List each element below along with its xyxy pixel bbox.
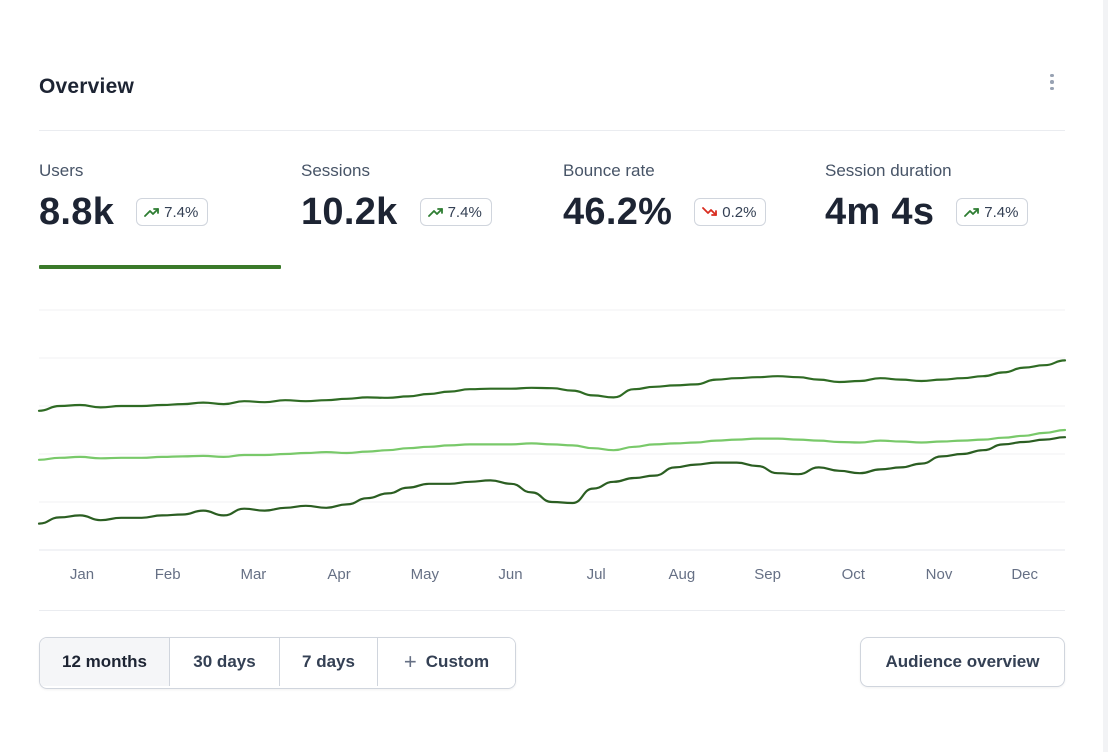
metric-label: Users — [39, 161, 84, 180]
chart-footer-divider — [39, 610, 1065, 611]
kebab-dot — [1050, 86, 1054, 91]
x-tick-label: Apr — [327, 566, 350, 583]
x-tick-label: Dec — [1011, 566, 1038, 583]
kebab-dot — [1050, 80, 1054, 84]
range-label: 12 months — [61, 652, 148, 671]
x-tick-label: Sep — [754, 566, 781, 583]
metric-label: Bounce rate — [563, 161, 655, 180]
trend-down-icon — [702, 207, 718, 216]
kebab-dot — [1050, 73, 1054, 78]
audience-button-label: Audience overview — [885, 652, 1040, 671]
metric-value: 46.2% — [563, 191, 673, 233]
x-tick-label: Feb — [155, 566, 181, 583]
metric-value: 10.2k — [301, 191, 398, 233]
metric-label: Session duration — [825, 161, 952, 180]
scroll-gutter — [1103, 0, 1108, 752]
x-tick-label: Jun — [498, 566, 522, 583]
x-tick-label: Oct — [842, 566, 866, 583]
x-tick-label: Nov — [926, 566, 953, 583]
range-label: 30 days — [193, 652, 256, 671]
metric-tab-sessions[interactable]: Sessions 10.2k 7.4% — [301, 158, 541, 232]
metric-label: Sessions — [301, 161, 370, 180]
change-badge: 0.2% — [694, 198, 767, 226]
range-label: Custom — [425, 652, 490, 671]
chart-grid — [39, 309, 1065, 551]
change-value: 7.4% — [984, 203, 1019, 221]
trend-up-icon — [144, 208, 160, 217]
audience-overview-button[interactable]: Audience overview — [860, 637, 1065, 687]
header-divider — [39, 130, 1065, 131]
change-value: 7.4% — [447, 203, 482, 221]
date-range-selector: 12 months 30 days 7 days + Custom — [39, 637, 516, 689]
metric-tab-users[interactable]: Users 8.8k 7.4% — [39, 158, 279, 232]
x-tick-label: May — [411, 566, 440, 583]
trend-up-icon — [427, 208, 443, 217]
change-badge: 7.4% — [419, 198, 492, 226]
range-7-days-button[interactable]: 7 days — [280, 638, 378, 686]
change-value: 7.4% — [164, 203, 199, 221]
metric-tab-session-duration[interactable]: Session duration 4m 4s 7.4% — [825, 158, 1065, 232]
plus-icon: + — [403, 649, 417, 674]
change-value: 0.2% — [722, 203, 757, 221]
series-line-1 — [37, 359, 1067, 412]
metric-value: 4m 4s — [825, 191, 935, 233]
series-line-3 — [37, 436, 1067, 525]
range-label: 7 days — [302, 652, 355, 671]
chart-series — [37, 359, 1067, 525]
x-axis-labels: Jan Feb Mar Apr May Jun Jul Aug Sep Oct Nov Dec — [70, 566, 1039, 583]
active-tab-indicator — [39, 265, 281, 269]
change-badge: 7.4% — [136, 198, 209, 226]
more-vertical-icon[interactable] — [1042, 70, 1062, 94]
metric-value: 8.8k — [39, 191, 115, 233]
range-12-months-button[interactable]: 12 months — [40, 638, 170, 686]
metric-tab-bounce-rate[interactable]: Bounce rate 46.2% 0.2% — [563, 158, 803, 232]
card-title: Overview — [39, 75, 134, 98]
change-badge: 7.4% — [956, 198, 1029, 226]
x-tick-label: Mar — [240, 566, 266, 583]
x-tick-label: Jul — [587, 566, 606, 583]
x-tick-label: Aug — [669, 566, 696, 583]
range-30-days-button[interactable]: 30 days — [170, 638, 280, 686]
series-line-2 — [37, 428, 1067, 461]
x-tick-label: Jan — [70, 566, 94, 583]
trend-up-icon — [964, 208, 980, 217]
range-custom-button[interactable]: + Custom — [378, 638, 515, 686]
line-chart: Jan Feb Mar Apr May Jun Jul Aug Sep Oct Nov Dec — [37, 309, 1067, 583]
